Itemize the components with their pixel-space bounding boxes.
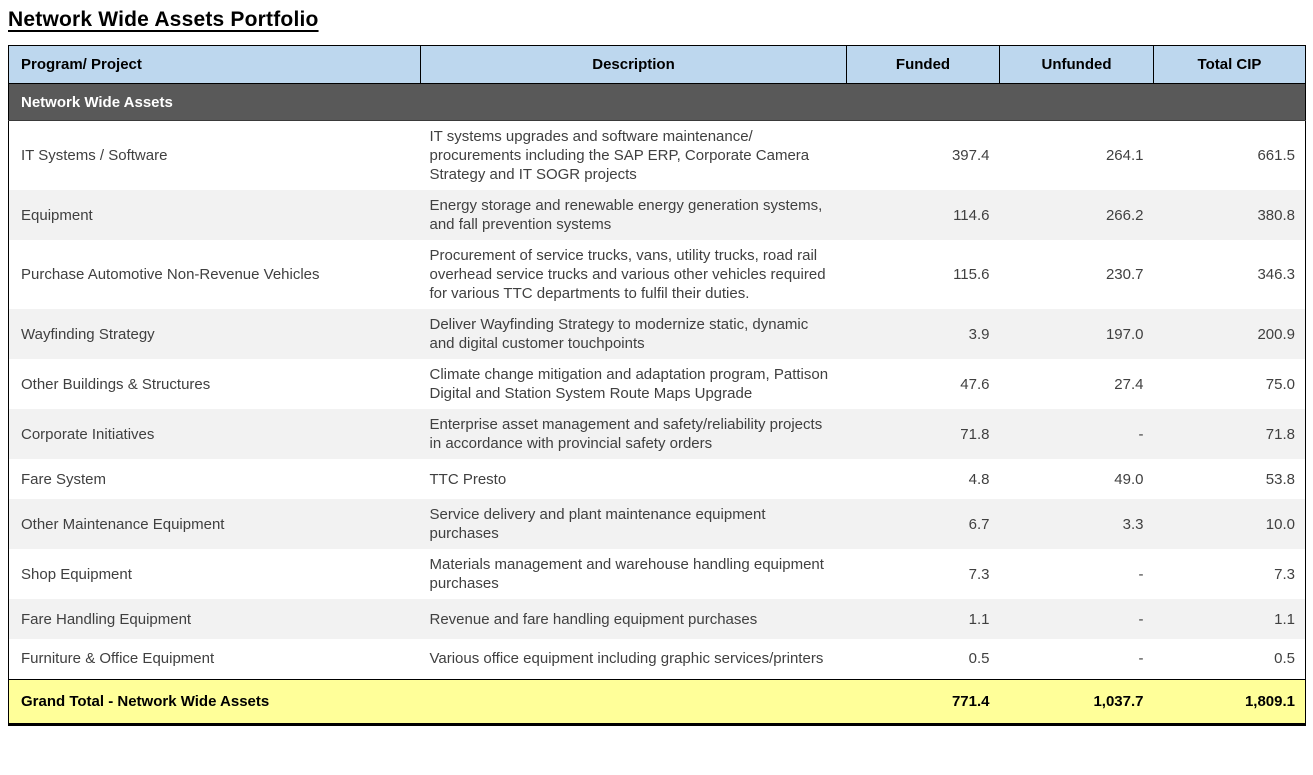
- total-cip-cell: 661.5: [1153, 120, 1306, 190]
- description-cell: TTC Presto: [420, 459, 847, 499]
- unfunded-cell: 27.4: [999, 359, 1154, 409]
- description-cell: Service delivery and plant maintenance e…: [420, 499, 847, 549]
- table-row: Equipment Energy storage and renewable en…: [8, 190, 1306, 240]
- total-cip-cell: 1.1: [1153, 599, 1306, 639]
- unfunded-cell: 264.1: [999, 120, 1154, 190]
- unfunded-cell: -: [999, 409, 1154, 459]
- col-header-funded: Funded: [846, 45, 1000, 84]
- table-row: Wayfinding Strategy Deliver Wayfinding St…: [8, 309, 1306, 359]
- col-header-unfunded: Unfunded: [999, 45, 1154, 84]
- program-cell: IT Systems / Software: [8, 120, 421, 190]
- total-cip-cell: 346.3: [1153, 240, 1306, 309]
- table-body: IT Systems / Software IT systems upgrades…: [8, 120, 1306, 679]
- col-header-total-cip: Total CIP: [1153, 45, 1306, 84]
- table-row: Corporate Initiatives Enterprise asset ma…: [8, 409, 1306, 459]
- program-cell: Wayfinding Strategy: [8, 309, 421, 359]
- total-cip-cell: 0.5: [1153, 639, 1306, 679]
- table-row: Other Maintenance Equipment Service deliv…: [8, 499, 1306, 549]
- program-cell: Other Buildings & Structures: [8, 359, 421, 409]
- program-cell: Equipment: [8, 190, 421, 240]
- total-cip-cell: 53.8: [1153, 459, 1306, 499]
- funded-cell: 7.3: [846, 549, 1000, 599]
- table-row: Other Buildings & Structures Climate chan…: [8, 359, 1306, 409]
- grand-total-row: Grand Total - Network Wide Assets 771.4 …: [8, 678, 1306, 724]
- description-cell: Revenue and fare handling equipment purc…: [420, 599, 847, 639]
- table-footer: Grand Total - Network Wide Assets 771.4 …: [8, 678, 1306, 724]
- program-cell: Corporate Initiatives: [8, 409, 421, 459]
- description-cell: Materials management and warehouse handl…: [420, 549, 847, 599]
- funded-cell: 397.4: [846, 120, 1000, 190]
- header-row: Program/ Project Description Funded Unfu…: [8, 45, 1306, 84]
- table-row: Purchase Automotive Non-Revenue Vehicles…: [8, 240, 1306, 309]
- total-cip-cell: 75.0: [1153, 359, 1306, 409]
- program-cell: Fare Handling Equipment: [8, 599, 421, 639]
- program-cell: Shop Equipment: [8, 549, 421, 599]
- funded-cell: 115.6: [846, 240, 1000, 309]
- table-row: IT Systems / Software IT systems upgrades…: [8, 120, 1306, 190]
- unfunded-cell: 230.7: [999, 240, 1154, 309]
- unfunded-cell: -: [999, 599, 1154, 639]
- funded-cell: 71.8: [846, 409, 1000, 459]
- assets-portfolio-table: Program/ Project Description Funded Unfu…: [8, 45, 1306, 726]
- total-cip-cell: 380.8: [1153, 190, 1306, 240]
- table-row: Furniture & Office Equipment Various offi…: [8, 639, 1306, 679]
- funded-cell: 0.5: [846, 639, 1000, 679]
- grand-total-unfunded: 1,037.7: [999, 678, 1154, 724]
- funded-cell: 1.1: [846, 599, 1000, 639]
- table-row: Shop Equipment Materials management and w…: [8, 549, 1306, 599]
- grand-total-total-cip: 1,809.1: [1153, 678, 1306, 724]
- unfunded-cell: 266.2: [999, 190, 1154, 240]
- description-cell: IT systems upgrades and software mainten…: [420, 120, 847, 190]
- description-cell: Various office equipment including graph…: [420, 639, 847, 679]
- total-cip-cell: 10.0: [1153, 499, 1306, 549]
- program-cell: Furniture & Office Equipment: [8, 639, 421, 679]
- unfunded-cell: -: [999, 639, 1154, 679]
- funded-cell: 4.8: [846, 459, 1000, 499]
- funded-cell: 3.9: [846, 309, 1000, 359]
- page-title: Network Wide Assets Portfolio: [8, 8, 319, 31]
- description-cell: Deliver Wayfinding Strategy to modernize…: [420, 309, 847, 359]
- funded-cell: 114.6: [846, 190, 1000, 240]
- grand-total-label: Grand Total - Network Wide Assets: [8, 678, 847, 724]
- table-row: Fare System TTC Presto 4.8 49.0 53.8: [8, 459, 1306, 499]
- program-cell: Other Maintenance Equipment: [8, 499, 421, 549]
- section-header-label: Network Wide Assets: [8, 83, 1306, 121]
- funded-cell: 47.6: [846, 359, 1000, 409]
- program-cell: Purchase Automotive Non-Revenue Vehicles: [8, 240, 421, 309]
- table-row: Fare Handling Equipment Revenue and fare …: [8, 599, 1306, 639]
- grand-total-funded: 771.4: [846, 678, 1000, 724]
- table-header: Program/ Project Description Funded Unfu…: [8, 45, 1306, 121]
- total-cip-cell: 200.9: [1153, 309, 1306, 359]
- description-cell: Procurement of service trucks, vans, uti…: [420, 240, 847, 309]
- unfunded-cell: 49.0: [999, 459, 1154, 499]
- program-cell: Fare System: [8, 459, 421, 499]
- funded-cell: 6.7: [846, 499, 1000, 549]
- col-header-program-project: Program/ Project: [8, 45, 421, 84]
- unfunded-cell: 197.0: [999, 309, 1154, 359]
- section-header-row: Network Wide Assets: [8, 83, 1306, 121]
- total-cip-cell: 71.8: [1153, 409, 1306, 459]
- total-cip-cell: 7.3: [1153, 549, 1306, 599]
- col-header-description: Description: [420, 45, 847, 84]
- description-cell: Energy storage and renewable energy gene…: [420, 190, 847, 240]
- description-cell: Climate change mitigation and adaptation…: [420, 359, 847, 409]
- unfunded-cell: 3.3: [999, 499, 1154, 549]
- description-cell: Enterprise asset management and safety/r…: [420, 409, 847, 459]
- unfunded-cell: -: [999, 549, 1154, 599]
